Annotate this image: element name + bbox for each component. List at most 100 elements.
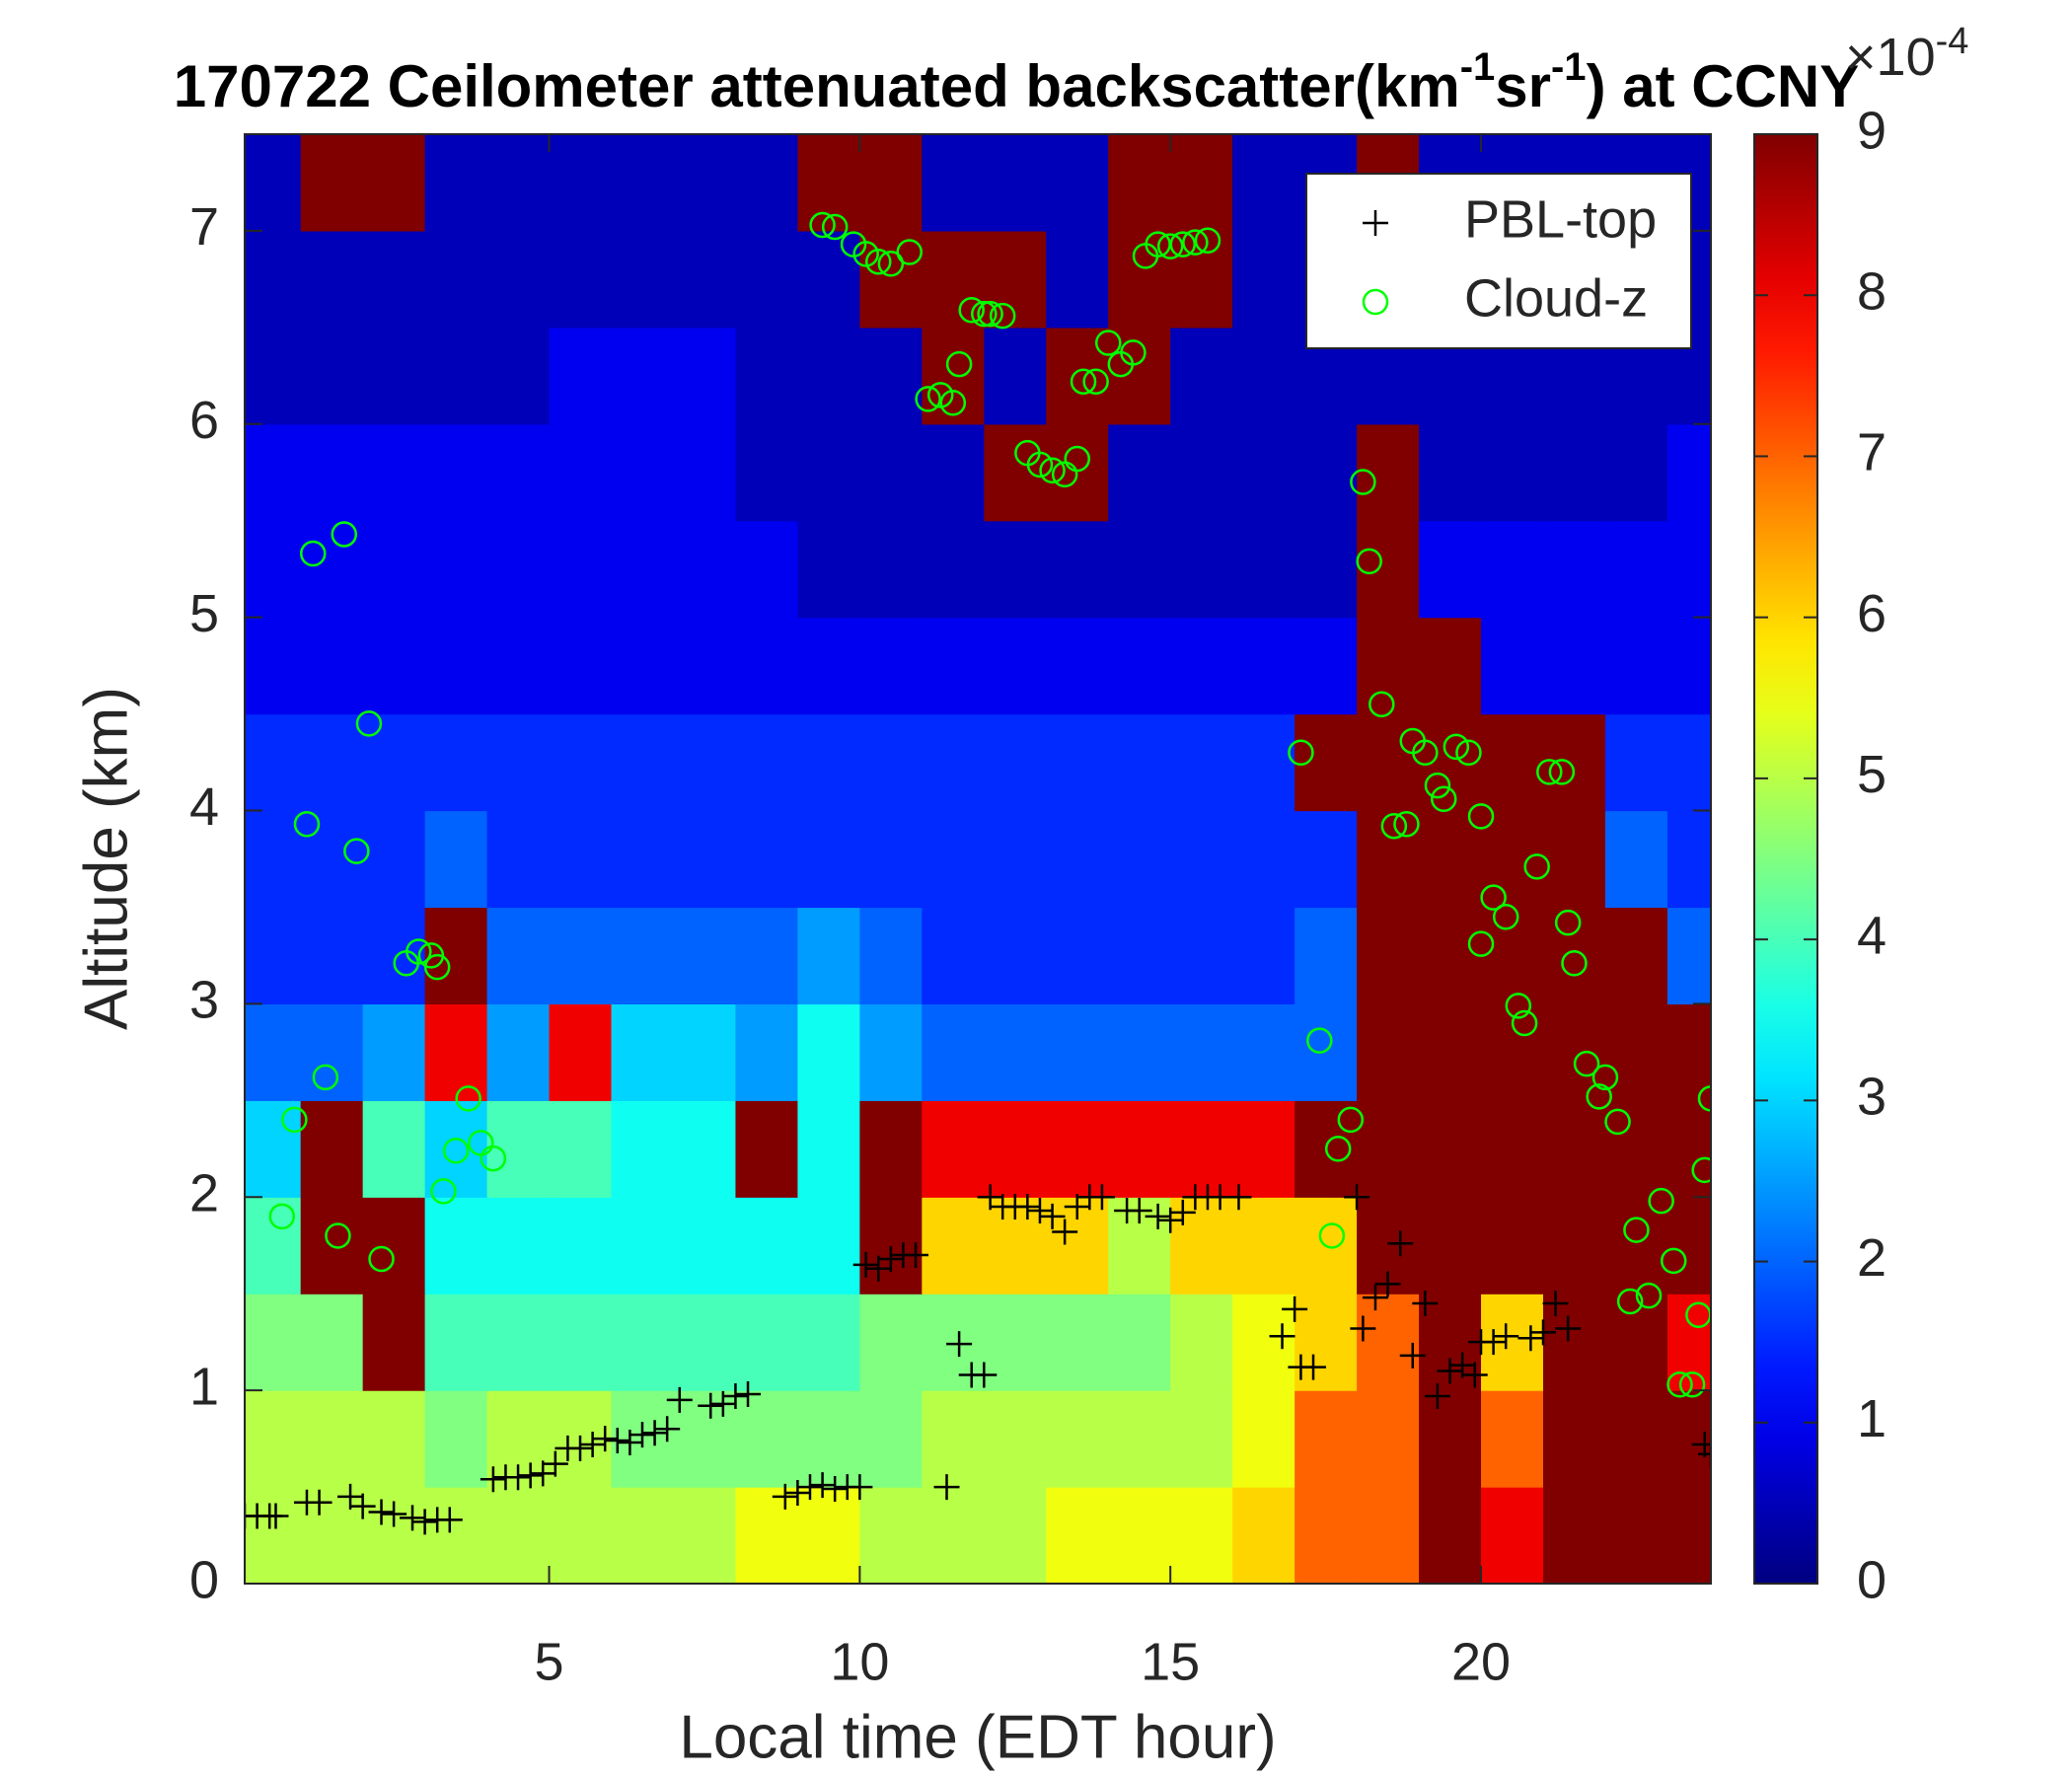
heat-cell: [1604, 1003, 1668, 1101]
cloud-marker: [1505, 993, 1532, 1019]
cloud-marker: [1369, 691, 1395, 718]
heat-cell: [1666, 617, 1711, 715]
heat-cell: [1046, 1390, 1109, 1488]
heat-cell: [1170, 520, 1233, 619]
heat-cell: [1108, 1003, 1171, 1101]
heat-cell: [549, 1100, 613, 1198]
cloud-marker: [1604, 1108, 1631, 1136]
heat-cell: [424, 1390, 488, 1488]
heat-cell: [1046, 1294, 1109, 1391]
heat-cell: [1419, 1487, 1482, 1584]
y-tick-label: 1: [189, 1357, 219, 1416]
heat-cell: [1170, 1487, 1233, 1584]
heat-cell: [549, 1003, 613, 1101]
heat-cell: [424, 423, 488, 522]
pbl-marker: [517, 1462, 544, 1489]
cloud-marker: [1424, 772, 1451, 799]
pbl-marker: [1362, 1285, 1388, 1311]
heat-cell: [797, 423, 860, 522]
heat-cell: [1357, 907, 1420, 1004]
heat-cell: [549, 134, 613, 232]
heat-cell: [673, 1294, 737, 1391]
cloud-marker: [1616, 1288, 1644, 1315]
heat-cell: [1046, 1003, 1109, 1101]
cloud-marker: [865, 249, 892, 275]
heat-cell: [1666, 1390, 1711, 1488]
pbl-marker: [1145, 1203, 1171, 1229]
cloud-marker: [939, 390, 967, 416]
heat-cell: [611, 1003, 675, 1101]
heat-cell: [611, 1197, 675, 1295]
pbl-marker: [1269, 1323, 1295, 1350]
heat-cell: [300, 810, 364, 909]
heat-cell: [611, 617, 675, 715]
cloud-marker: [896, 239, 923, 265]
heat-cell: [797, 520, 860, 619]
pbl-marker: [1698, 1441, 1711, 1467]
colorbar-tick-label: 5: [1857, 745, 1887, 804]
heat-cell: [735, 1294, 798, 1391]
cloud-marker: [1094, 330, 1122, 356]
heat-cell: [859, 1390, 923, 1488]
cloud-marker: [977, 300, 1003, 328]
heat-cell: [922, 1294, 985, 1391]
heat-cell: [984, 1294, 1047, 1391]
pbl-marker: [1399, 1342, 1426, 1369]
cloud-marker: [423, 953, 451, 981]
cloud-marker: [1660, 1247, 1687, 1275]
heat-cell: [984, 810, 1047, 909]
multiplier-base: ×10: [1845, 28, 1936, 87]
heat-cell: [300, 134, 364, 232]
cloud-marker: [1635, 1282, 1663, 1309]
heat-cell: [611, 713, 675, 812]
pbl-marker: [1437, 1358, 1463, 1384]
heat-cell: [1232, 1003, 1295, 1101]
heat-cell: [673, 327, 737, 425]
pbl-marker: [1387, 1230, 1414, 1257]
title-part: 170722 Ceilometer attenuated backscatter…: [174, 53, 1460, 119]
cloud-marker: [1548, 759, 1576, 785]
heat-cell: [984, 520, 1047, 619]
heat-cell: [1604, 520, 1668, 619]
heat-cell: [1295, 1487, 1358, 1584]
heat-cell: [1232, 1197, 1295, 1295]
heat-cell: [1232, 907, 1295, 1004]
heat-cell: [922, 617, 985, 715]
cloud-marker: [1480, 884, 1507, 911]
heat-cell: [673, 423, 737, 522]
pbl-marker: [933, 1474, 960, 1501]
heat-cell: [424, 327, 488, 425]
cloud-marker: [1350, 469, 1376, 495]
heat-cell: [300, 1390, 364, 1488]
title-sup: -1: [1460, 45, 1496, 89]
heat-cell: [245, 1100, 302, 1198]
cloud-marker: [958, 296, 985, 324]
heat-cell: [1481, 713, 1544, 812]
heat-cell: [1666, 1100, 1711, 1198]
scatter-layer: [245, 211, 1711, 1535]
cloud-marker: [1511, 1009, 1538, 1037]
heat-cell: [486, 134, 551, 232]
cloud-marker: [1324, 1136, 1352, 1162]
pbl-marker: [400, 1505, 426, 1531]
heat-cell: [1295, 1003, 1358, 1101]
heat-cell: [424, 134, 488, 232]
cloud-marker: [1666, 1371, 1693, 1398]
heat-cell: [1295, 423, 1358, 522]
heat-cell: [735, 810, 798, 909]
heat-cell: [486, 1197, 551, 1295]
heat-cell: [797, 907, 860, 1004]
heat-cell: [611, 134, 675, 232]
pbl-marker: [809, 1472, 836, 1499]
cloud-marker: [268, 1203, 296, 1230]
heat-cell: [1481, 617, 1544, 715]
heat-cell: [1542, 1197, 1606, 1295]
heat-cell: [1357, 1003, 1420, 1101]
heat-cell: [1232, 1487, 1295, 1584]
heat-cell: [1419, 423, 1482, 522]
heat-cell: [859, 327, 923, 425]
heat-cell: [1666, 1197, 1711, 1295]
legend-label: PBL-top: [1464, 189, 1657, 249]
pbl-marker: [368, 1499, 395, 1525]
